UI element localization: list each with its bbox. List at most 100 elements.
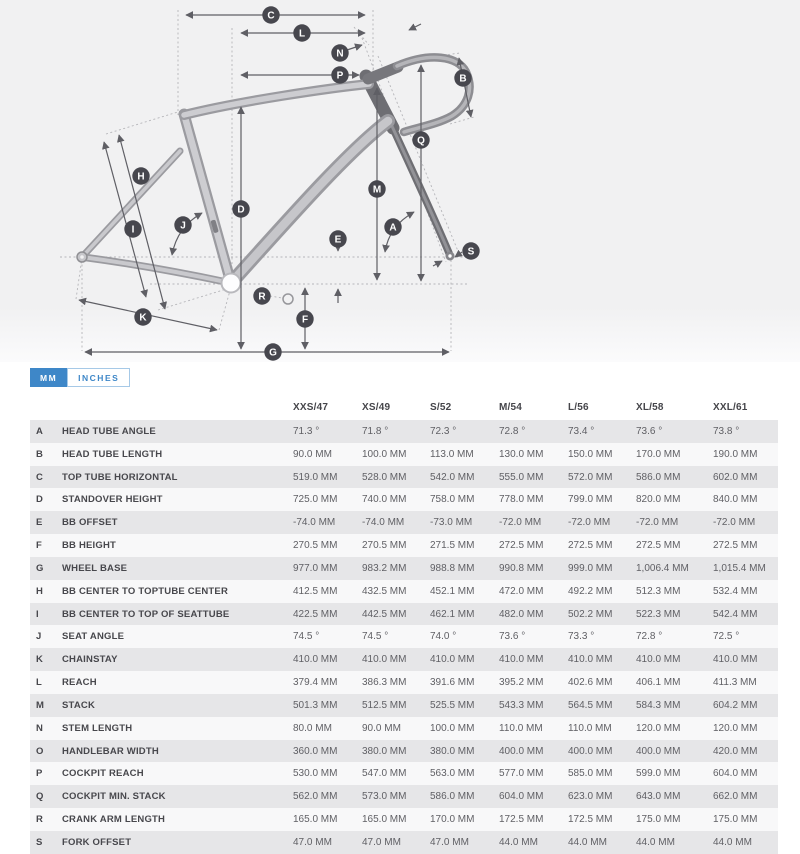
- row-value: 150.0 MM: [568, 448, 613, 460]
- geometry-table-body: A HEAD TUBE ANGLE 71.3 ° 71.8 ° 72.3 ° 72.8 °…: [30, 420, 778, 854]
- row-name: STACK: [62, 699, 96, 711]
- column-header-xxl-61: XXL/61: [713, 401, 748, 413]
- dimension-badge-letter: S: [468, 247, 475, 258]
- row-value: 512.3 MM: [636, 585, 681, 597]
- row-letter: C: [36, 471, 43, 483]
- row-value: 990.8 MM: [499, 562, 544, 574]
- row-value: 410.0 MM: [362, 654, 407, 666]
- row-value: 380.0 MM: [430, 745, 475, 757]
- row-value: 360.0 MM: [293, 745, 338, 757]
- dimension-badge-n: [331, 44, 349, 62]
- row-value: 113.0 MM: [430, 448, 474, 460]
- row-value: 501.3 MM: [293, 699, 338, 711]
- row-value: 73.8 °: [713, 425, 740, 437]
- row-letter: O: [36, 745, 44, 757]
- row-value: 170.0 MM: [430, 813, 475, 825]
- row-value: 72.8 °: [636, 631, 663, 643]
- row-value: 272.5 MM: [568, 540, 613, 552]
- row-value: 1,006.4 MM: [636, 562, 689, 574]
- row-letter: K: [36, 654, 43, 666]
- row-value: 452.1 MM: [430, 585, 475, 597]
- dimension-badge-letter: G: [269, 348, 277, 359]
- row-value: 120.0 MM: [713, 722, 758, 734]
- dimension-badge-letter: B: [459, 74, 466, 85]
- table-row-h: H BB CENTER TO TOPTUBE CENTER 412.5 MM 432.…: [30, 579, 778, 603]
- row-value: -72.0 MM: [713, 517, 756, 529]
- row-value: 999.0 MM: [568, 562, 613, 574]
- row-value: 410.0 MM: [713, 654, 758, 666]
- unit-inches-button[interactable]: INCHES: [67, 368, 131, 387]
- row-value: 400.0 MM: [568, 745, 613, 757]
- row-value: 47.0 MM: [430, 836, 469, 848]
- row-name: BB CENTER TO TOP OF SEATTUBE: [62, 608, 230, 620]
- row-value: 110.0 MM: [499, 722, 543, 734]
- row-value: 555.0 MM: [499, 471, 544, 483]
- row-value: 411.3 MM: [713, 677, 757, 689]
- row-value: 542.0 MM: [430, 471, 475, 483]
- row-name: STEM LENGTH: [62, 722, 133, 734]
- row-value: 643.0 MM: [636, 791, 681, 803]
- row-value: 778.0 MM: [499, 494, 544, 506]
- row-value: 820.0 MM: [636, 494, 681, 506]
- row-value: 400.0 MM: [636, 745, 681, 757]
- row-value: 74.5 °: [362, 631, 389, 643]
- row-value: 73.6 °: [499, 631, 526, 643]
- table-row-r: R CRANK ARM LENGTH 165.0 MM 165.0 MM 170.0 M…: [30, 808, 778, 831]
- dimension-badge-k: [134, 308, 152, 326]
- dimension-badge-e: [329, 230, 347, 248]
- row-value: 406.1 MM: [636, 677, 681, 689]
- row-value: 547.0 MM: [362, 768, 407, 780]
- row-name: BB CENTER TO TOPTUBE CENTER: [62, 585, 229, 597]
- dimension-badge-b: [454, 69, 472, 87]
- row-value: 840.0 MM: [713, 494, 758, 506]
- dimension-badge-f: [296, 310, 314, 328]
- table-row-i: I BB CENTER TO TOP OF SEATTUBE 422.5 MM 442…: [30, 602, 778, 626]
- row-letter: J: [36, 631, 42, 643]
- row-letter: H: [36, 585, 43, 597]
- row-letter: S: [36, 836, 43, 848]
- front-axle-hole: [448, 254, 452, 258]
- row-value: 190.0 MM: [713, 448, 758, 460]
- table-row-f: F BB HEIGHT 270.5 MM 270.5 MM 271.5 MM 272.5 …: [30, 534, 778, 557]
- column-header-m-54: M/54: [499, 401, 523, 413]
- dimension-badge-d: [232, 200, 250, 218]
- row-value: 73.4 °: [568, 425, 595, 437]
- row-name: SEAT ANGLE: [62, 631, 125, 643]
- row-value: 758.0 MM: [430, 494, 475, 506]
- row-value: 165.0 MM: [362, 813, 407, 825]
- row-name: STANDOVER HEIGHT: [62, 494, 163, 506]
- table-row-a: A HEAD TUBE ANGLE 71.3 ° 71.8 ° 72.3 ° 72.8 °…: [30, 420, 778, 443]
- row-value: 623.0 MM: [568, 791, 613, 803]
- row-value: 422.5 MM: [293, 608, 338, 620]
- table-row-c: C TOP TUBE HORIZONTAL 519.0 MM 528.0 MM 542.…: [30, 465, 778, 489]
- dimension-badge-letter: H: [137, 172, 144, 183]
- row-value: 519.0 MM: [293, 471, 338, 483]
- row-value: 44.0 MM: [636, 836, 675, 848]
- row-value: 73.3 °: [568, 631, 595, 643]
- row-value: 543.3 MM: [499, 699, 544, 711]
- dimension-badge-letter: D: [237, 205, 244, 216]
- row-value: 380.0 MM: [362, 745, 407, 757]
- unit-mm-button[interactable]: MM: [30, 368, 68, 387]
- dimension-badge-a: [384, 218, 402, 236]
- row-name: COCKPIT REACH: [62, 768, 144, 780]
- bottom-bracket: [220, 272, 242, 294]
- row-value: 165.0 MM: [293, 813, 338, 825]
- row-letter: B: [36, 448, 43, 460]
- table-row-g: G WHEEL BASE 977.0 MM 983.2 MM 988.8 MM 990.8…: [30, 556, 778, 580]
- dimension-badge-i: [124, 220, 142, 238]
- dimension-badge-letter: R: [258, 292, 266, 303]
- row-value: 44.0 MM: [713, 836, 752, 848]
- row-value: 420.0 MM: [713, 745, 758, 757]
- row-value: 391.6 MM: [430, 677, 475, 689]
- table-row-l: L REACH 379.4 MM 386.3 MM 391.6 MM 395.2 MM 40…: [30, 671, 778, 694]
- row-value: 172.5 MM: [568, 813, 613, 825]
- row-value: 44.0 MM: [568, 836, 607, 848]
- row-value: 542.4 MM: [713, 608, 758, 620]
- row-value: 379.4 MM: [293, 677, 338, 689]
- dimension-badge-letter: E: [335, 235, 342, 246]
- row-name: COCKPIT MIN. STACK: [62, 791, 166, 803]
- row-value: 602.0 MM: [713, 471, 758, 483]
- row-letter: A: [36, 425, 43, 437]
